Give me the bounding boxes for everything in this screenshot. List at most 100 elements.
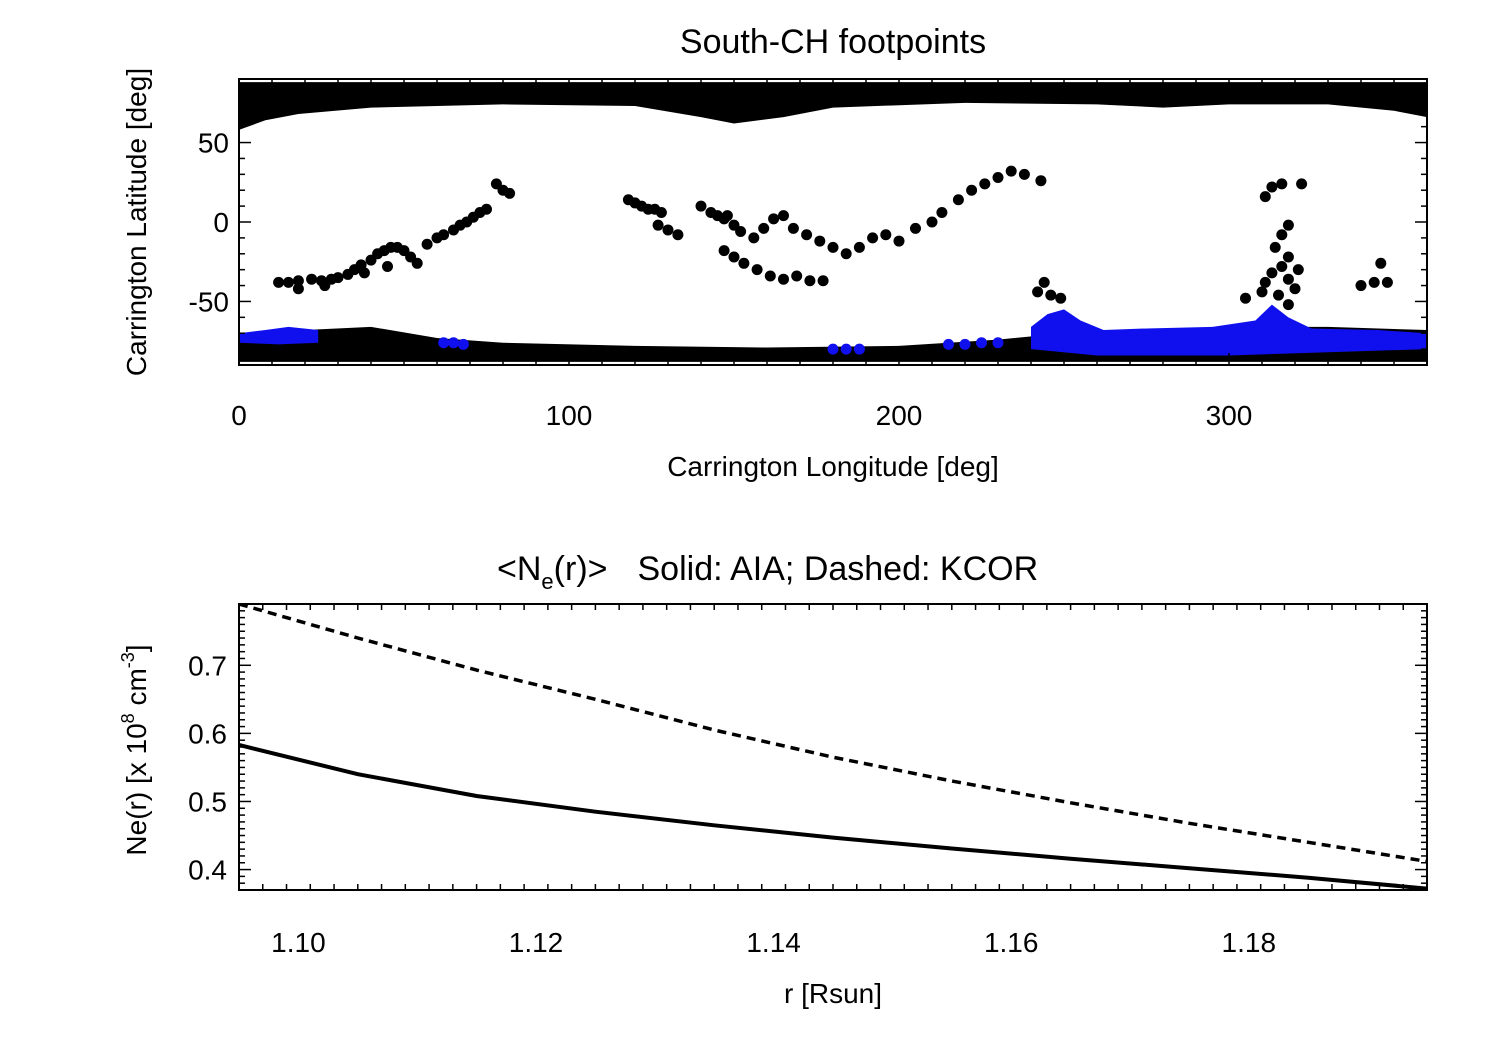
footpoint-marker xyxy=(1259,191,1271,203)
footpoint-marker xyxy=(1005,165,1017,177)
footpoint-marker xyxy=(738,257,750,269)
top-y-tick-label: 0 xyxy=(213,207,229,238)
bottom-plot-area xyxy=(239,604,1427,890)
footpoint-marker xyxy=(1035,175,1047,187)
top-x-tick-label: 300 xyxy=(1206,400,1253,431)
footpoint-marker xyxy=(751,264,763,276)
bottom-y-tick-label: 0.6 xyxy=(188,718,227,749)
footpoint-marker xyxy=(787,222,799,234)
bottom-x-axis-label: r [Rsun] xyxy=(784,978,882,1009)
footpoint-marker xyxy=(992,172,1004,184)
south-ch-footpoint-marker xyxy=(827,343,839,355)
footpoint-marker xyxy=(283,276,294,288)
bottom-x-tick-label: 1.10 xyxy=(271,927,326,958)
footpoint-marker xyxy=(655,206,667,218)
south-ch-highlight-west xyxy=(239,326,319,345)
footpoint-marker xyxy=(1266,267,1278,279)
ylabel-exp-8: 8 xyxy=(118,713,138,723)
south-ch-footpoint-marker xyxy=(992,337,1004,349)
footpoint-marker xyxy=(1368,276,1380,288)
bottom-x-tick-label: 1.16 xyxy=(984,927,1039,958)
footpoint-marker xyxy=(768,213,780,225)
footpoint-marker xyxy=(910,222,921,234)
footpoint-marker xyxy=(926,216,938,228)
footpoint-marker xyxy=(1276,178,1288,190)
footpoint-marker xyxy=(1055,292,1067,304)
footpoint-marker xyxy=(721,210,733,222)
ylabel-mid: cm xyxy=(121,668,152,713)
bottom-x-tick-label: 1.14 xyxy=(746,927,801,958)
footpoint-marker xyxy=(735,226,747,238)
footpoint-marker xyxy=(292,275,304,287)
footpoint-marker xyxy=(1292,264,1304,276)
footpoint-marker xyxy=(880,229,892,241)
footpoint-marker xyxy=(504,187,516,199)
footpoint-marker xyxy=(421,238,433,250)
footpoint-marker xyxy=(778,273,789,285)
bottom-y-tick-label: 0.7 xyxy=(188,650,227,681)
south-ch-footpoint-marker xyxy=(448,337,459,349)
top-x-tick-label: 0 xyxy=(231,400,247,431)
footpoint-marker xyxy=(853,241,865,253)
south-ch-highlight-east xyxy=(1031,304,1427,356)
footpoint-marker xyxy=(758,222,770,234)
footpoint-marker xyxy=(893,235,905,247)
south-ch-footpoint-marker xyxy=(438,337,450,349)
south-ch-footpoint-marker xyxy=(943,338,954,350)
south-ch-footpoint-marker xyxy=(457,338,469,350)
title-ne-open: <N xyxy=(497,550,541,588)
ylabel-exp-minus3: -3 xyxy=(118,652,138,668)
footpoint-marker xyxy=(804,275,816,287)
footpoint-marker xyxy=(1276,260,1288,272)
footpoint-marker xyxy=(827,241,839,253)
footpoint-marker xyxy=(764,270,776,282)
south-ch-footpoint-marker xyxy=(853,343,865,355)
top-plot-area xyxy=(239,82,1427,362)
footpoint-marker xyxy=(1289,283,1301,295)
footpoint-marker xyxy=(748,232,760,244)
footpoint-marker xyxy=(662,224,674,236)
footpoint-marker xyxy=(319,280,331,292)
title-ne-subscript: e xyxy=(541,569,553,594)
south-ch-footpoint-marker xyxy=(959,338,971,350)
footpoint-marker xyxy=(1240,292,1251,304)
title-legend-text: Solid: AIA; Dashed: KCOR xyxy=(638,550,1039,588)
series-line-aia xyxy=(239,743,1427,890)
footpoint-marker xyxy=(1045,289,1057,301)
density-panel: <Ne(r)> Solid: AIA; Dashed: KCOR 1.10 1.12… xyxy=(118,550,1428,1009)
footpoint-marker xyxy=(1282,273,1294,285)
footpoint-marker xyxy=(791,270,803,282)
bottom-x-tick-label: 1.12 xyxy=(509,927,564,958)
bottom-y-tick-label: 0.4 xyxy=(188,855,227,886)
bottom-y-tick-label: 0.5 xyxy=(188,786,227,817)
bottom-x-tick-label: 1.18 xyxy=(1222,927,1277,958)
top-y-tick-label: -50 xyxy=(189,286,229,317)
north-polar-footpoints xyxy=(239,82,1427,130)
footpoint-marker xyxy=(814,235,826,247)
footpoint-marker xyxy=(867,232,879,244)
bottom-chart-title: <Ne(r)> Solid: AIA; Dashed: KCOR xyxy=(497,550,1038,594)
footpoint-marker xyxy=(332,272,344,284)
footpoint-marker xyxy=(652,219,664,231)
footpoint-marker xyxy=(273,276,285,288)
footpoint-marker xyxy=(1032,286,1044,298)
footpoint-marker xyxy=(358,267,370,279)
footpoint-marker xyxy=(966,184,978,196)
series-line-kcor xyxy=(239,604,1427,864)
footpoint-marker xyxy=(728,251,740,263)
footpoint-marker xyxy=(1018,168,1030,180)
footpoint-marker xyxy=(672,229,684,241)
footpoint-marker xyxy=(411,257,423,269)
top-y-tick-label: 50 xyxy=(198,128,229,159)
bottom-axes: 1.10 1.12 1.14 1.16 1.18 0.7 0.6 0.5 0.4 xyxy=(188,603,1428,958)
footpoint-marker xyxy=(481,203,492,215)
footpoint-marker xyxy=(952,194,964,206)
footpoint-marker xyxy=(382,260,393,272)
footpoint-marker xyxy=(1381,276,1393,288)
footpoint-marker xyxy=(438,229,450,241)
title-ne-close: (r)> xyxy=(554,550,608,588)
top-y-axis-label: Carrington Latitude [deg] xyxy=(121,68,152,376)
footpoint-marker xyxy=(1355,280,1367,292)
footpoint-marker xyxy=(306,273,318,285)
